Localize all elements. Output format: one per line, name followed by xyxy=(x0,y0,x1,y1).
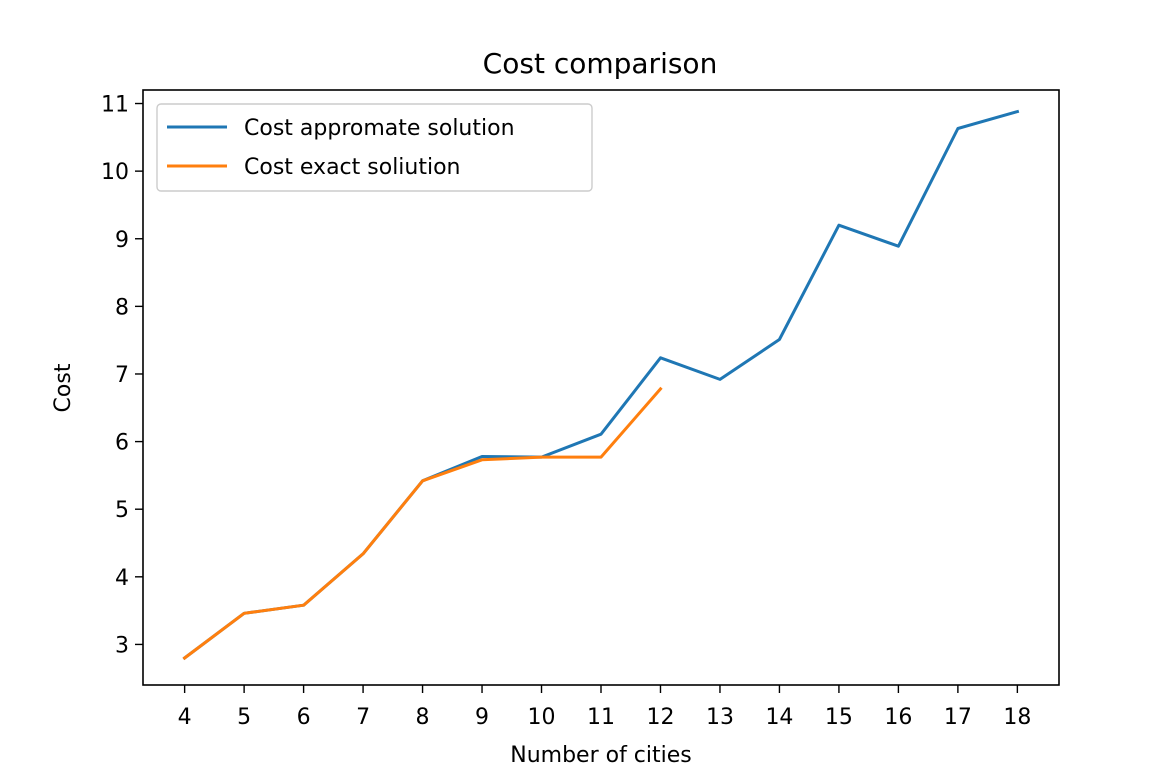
x-tick-label: 16 xyxy=(884,705,912,730)
x-tick-label: 5 xyxy=(237,705,251,730)
x-tick-label: 7 xyxy=(356,705,370,730)
plot-area xyxy=(182,109,1020,661)
y-tick-label: 6 xyxy=(115,431,129,456)
y-tick-label: 7 xyxy=(115,363,129,388)
x-tick-label: 8 xyxy=(416,705,430,730)
x-tick-label: 14 xyxy=(765,705,793,730)
x-tick-label: 10 xyxy=(528,705,556,730)
x-tick-label: 4 xyxy=(178,705,192,730)
y-tick-label: 3 xyxy=(115,633,129,658)
series-line-2 xyxy=(182,386,663,661)
legend: Cost appromate solution Cost exact soliut… xyxy=(156,103,593,192)
x-tick-label: 13 xyxy=(706,705,734,730)
y-tick-label: 8 xyxy=(115,295,129,320)
y-axis: 3 4 5 6 7 8 9 10 11 xyxy=(101,93,143,658)
chart-title: Cost comparison xyxy=(483,47,718,80)
x-tick-label: 17 xyxy=(944,705,972,730)
legend-entry: Cost appromate solution xyxy=(244,116,515,141)
x-axis-label: Number of cities xyxy=(510,743,692,768)
x-tick-label: 15 xyxy=(825,705,853,730)
x-tick-label: 11 xyxy=(587,705,615,730)
x-tick-label: 18 xyxy=(1003,705,1031,730)
y-tick-label: 5 xyxy=(115,498,129,523)
x-tick-label: 6 xyxy=(297,705,311,730)
y-tick-label: 10 xyxy=(101,160,129,185)
x-axis: 4 5 6 7 8 9 10 11 12 13 14 15 16 17 18 xyxy=(178,685,1031,730)
x-tick-label: 12 xyxy=(646,705,674,730)
legend-box xyxy=(156,103,593,192)
y-axis-label: Cost xyxy=(51,363,76,412)
series-line-1 xyxy=(182,109,1020,661)
y-tick-label: 4 xyxy=(115,566,129,591)
legend-entry: Cost exact soliution xyxy=(244,155,461,180)
y-tick-label: 11 xyxy=(101,93,129,118)
y-tick-label: 9 xyxy=(115,228,129,253)
x-tick-label: 9 xyxy=(475,705,489,730)
